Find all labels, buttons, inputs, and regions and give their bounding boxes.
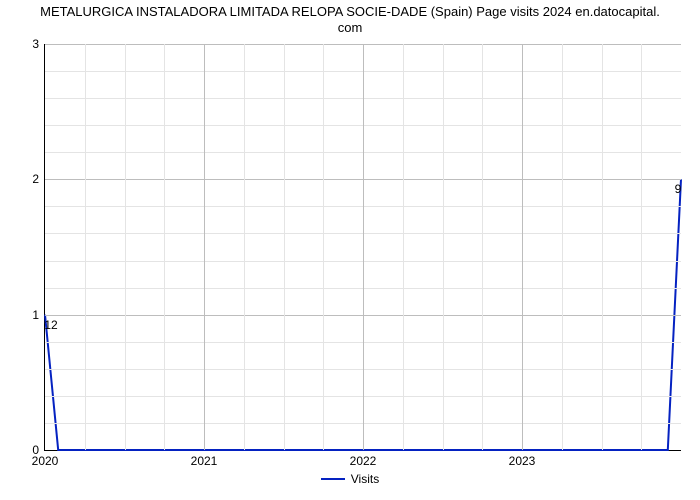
y-tick-label: 3	[32, 37, 39, 51]
point-label: 12	[44, 318, 57, 332]
grid-v-minor	[403, 44, 404, 450]
grid-v-minor	[85, 44, 86, 450]
grid-v-minor	[323, 44, 324, 450]
grid-v-minor	[164, 44, 165, 450]
grid-v-minor	[482, 44, 483, 450]
grid-v-major	[204, 44, 205, 450]
grid-v-minor	[641, 44, 642, 450]
grid-v-minor	[443, 44, 444, 450]
grid-v-minor	[602, 44, 603, 450]
grid-v-minor	[125, 44, 126, 450]
chart-title-line2: com	[338, 20, 363, 35]
plot-area: 01232020202120222023129	[44, 44, 681, 451]
chart-title-line1: METALURGICA INSTALADORA LIMITADA RELOPA …	[40, 4, 660, 19]
grid-v-major	[363, 44, 364, 450]
chart-container: METALURGICA INSTALADORA LIMITADA RELOPA …	[0, 0, 700, 500]
chart-title: METALURGICA INSTALADORA LIMITADA RELOPA …	[0, 4, 700, 37]
x-tick-label: 2021	[191, 454, 218, 468]
x-tick-label: 2023	[509, 454, 536, 468]
legend-swatch	[321, 478, 345, 480]
legend-label: Visits	[351, 472, 379, 486]
x-tick-label: 2022	[350, 454, 377, 468]
legend: Visits	[0, 472, 700, 486]
point-label: 9	[675, 182, 682, 196]
grid-v-minor	[562, 44, 563, 450]
grid-v-minor	[284, 44, 285, 450]
y-tick-label: 2	[32, 172, 39, 186]
y-tick-label: 1	[32, 308, 39, 322]
grid-v-minor	[244, 44, 245, 450]
x-tick-label: 2020	[32, 454, 59, 468]
grid-v-major	[522, 44, 523, 450]
